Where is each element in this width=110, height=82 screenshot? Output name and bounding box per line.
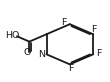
Text: F: F [61, 18, 66, 27]
Text: HO: HO [6, 31, 20, 40]
Text: F: F [96, 49, 102, 58]
Text: F: F [91, 26, 96, 34]
Text: O: O [23, 48, 31, 57]
Text: N: N [38, 50, 45, 59]
Text: F: F [68, 64, 74, 73]
